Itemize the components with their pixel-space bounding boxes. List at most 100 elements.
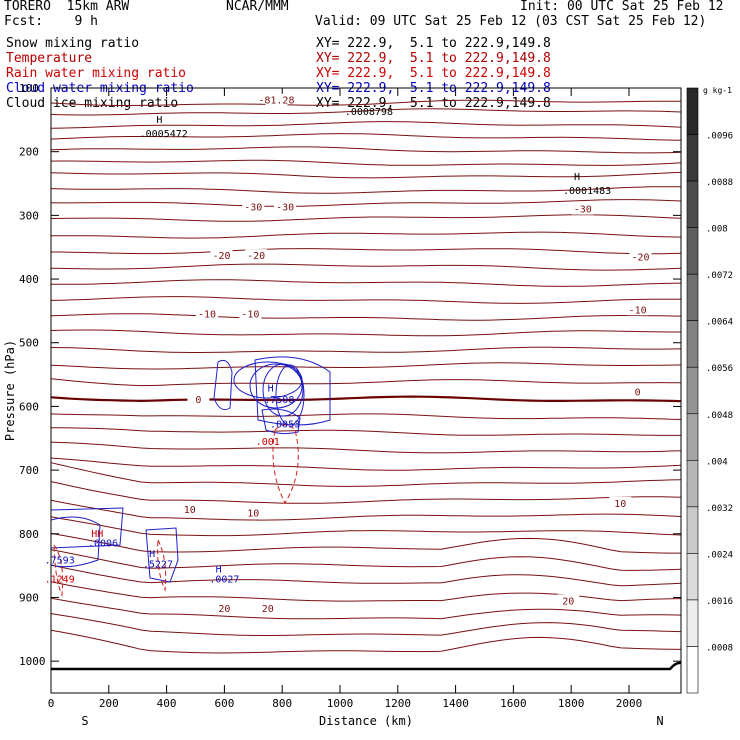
maximum-label: .0053 (270, 419, 300, 430)
isotherm-line (50, 313, 682, 321)
maximum-label: .0001483 (563, 186, 611, 197)
colorbar-segment (686, 87, 699, 135)
colorbar-label: .008 (706, 225, 728, 235)
x-tick-label: 200 (99, 697, 119, 710)
contour-label-bg (609, 496, 632, 509)
rain-water-contour (157, 538, 167, 592)
contour-label-bg (626, 385, 649, 398)
maximum-label: .0006 (88, 538, 118, 549)
isotherm-line (50, 532, 681, 554)
field-name-rain: Rain water mixing ratio (6, 66, 187, 81)
temperature-contour-label: -81.28 (258, 96, 294, 107)
field-xy-cloud-ice: XY= 222.9, 5.1 to 222.9,149.8 (316, 96, 551, 111)
field-name-temperature: Temperature (6, 51, 93, 66)
y-tick-label: 100 (19, 82, 39, 95)
x-tick-label: 800 (272, 697, 292, 710)
cloud-water-contour (213, 359, 233, 411)
x-tick-label: 2000 (616, 697, 643, 710)
colorbar-segment (686, 273, 699, 321)
temperature-contour-label: 10 (247, 508, 259, 519)
isotherm-line (50, 279, 682, 287)
isotherm-line (50, 481, 682, 504)
isotherm-line (50, 581, 682, 602)
header-fcst: Fcst: 9 h (4, 14, 98, 29)
isotherm-line (50, 516, 682, 537)
contour-label-bg (245, 249, 268, 262)
rain-water-contour (53, 543, 64, 597)
maximum-label: HH (91, 529, 103, 540)
colorbar-label: .0088 (706, 178, 733, 188)
contour-label-bg (213, 601, 236, 614)
x-axis-label: Distance (km) (319, 714, 413, 728)
temperature-contour-label: 20 (262, 604, 274, 615)
maximum-label: .5227 (143, 559, 173, 570)
temperature-contour-label: -10 (198, 310, 216, 321)
x-tick-label: 1600 (500, 697, 527, 710)
isotherm-line (50, 263, 682, 271)
colorbar-label: .0072 (706, 271, 733, 281)
cloud-water-contour (145, 527, 179, 583)
temperature-contour-label: 10 (184, 505, 196, 516)
colorbar-label: .0096 (706, 132, 733, 142)
isotherm-line (50, 133, 682, 141)
isotherm-line (50, 199, 682, 207)
y-tick-label: 400 (19, 273, 39, 286)
isotherm-line (50, 564, 682, 587)
colorbar-label: .004 (706, 457, 728, 467)
endpoint-label-right: N (656, 714, 663, 728)
contour-label-bg (196, 307, 219, 320)
contour-label-bg (187, 393, 210, 406)
plot-border (50, 87, 682, 694)
isotherm-line (50, 413, 682, 420)
colorbar-label: .0024 (706, 550, 733, 560)
colorbar-segment (686, 460, 699, 508)
isotherm-line (50, 121, 682, 129)
colorbar-segment (686, 553, 699, 601)
isotherm-line (50, 549, 682, 571)
x-tick-label: 1200 (385, 697, 412, 710)
colorbar-segment (686, 646, 699, 694)
isotherm-line (50, 362, 682, 370)
x-tick-label: 400 (157, 697, 177, 710)
cloud-water-contour (233, 361, 303, 399)
cloud-water-contour (249, 363, 303, 409)
cloud-water-contour (261, 408, 301, 435)
maximum-label: H (268, 384, 274, 395)
colorbar-segment (686, 180, 699, 228)
x-tick-label: 0 (48, 697, 55, 710)
field-xy-rain: XY= 222.9, 5.1 to 222.9,149.8 (316, 66, 551, 81)
rain-water-contour (272, 424, 299, 505)
colorbar-segment (686, 134, 699, 182)
isotherm-line (50, 231, 682, 239)
x-tick-label: 600 (214, 697, 234, 710)
temperature-contour-label: -10 (241, 310, 259, 321)
colorbar-segment (686, 227, 699, 275)
maximum-label: .0005472 (140, 129, 188, 140)
isotherm-line (50, 629, 682, 654)
colorbar-segment (686, 320, 699, 368)
cloud-water-contour (254, 356, 331, 426)
y-axis-label: Pressure (hPa) (3, 340, 17, 441)
field-xy-temperature: XY= 222.9, 5.1 to 222.9,149.8 (316, 51, 551, 66)
isotherm-line (50, 159, 682, 166)
colorbar-label: .0008 (706, 643, 733, 653)
colorbar-segment (686, 413, 699, 461)
colorbar-label: .0064 (706, 318, 733, 328)
field-name-snow: Snow mixing ratio (6, 36, 140, 51)
y-tick-label: 300 (19, 209, 39, 222)
contour-label-bg (626, 303, 649, 316)
isotherm-line (51, 248, 682, 255)
isotherm-line (50, 499, 682, 521)
colorbar-segment (686, 599, 699, 647)
maximum-label: .7593 (45, 556, 75, 567)
contour-label-bg (571, 202, 594, 215)
colorbar-unit: g kg-1 (703, 86, 732, 95)
temperature-contour-label: 10 (614, 499, 626, 510)
maximum-label: H (216, 564, 222, 575)
isotherm-line (50, 597, 682, 620)
contour-label-bg (178, 503, 201, 516)
temperature-contour-label: 20 (562, 596, 574, 607)
x-tick-label: 1400 (442, 697, 469, 710)
hydrometeor-contours (50, 356, 331, 597)
